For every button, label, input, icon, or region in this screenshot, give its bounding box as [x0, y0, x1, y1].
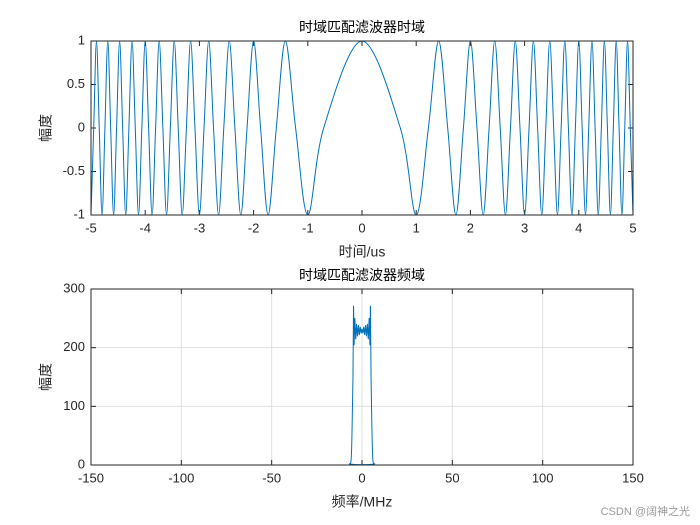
y-axis-label: 幅度: [38, 114, 54, 142]
x-axis-label: 时间/us: [339, 244, 386, 260]
x-tick-label: 2: [467, 220, 474, 235]
y-tick-label: 200: [63, 339, 85, 354]
x-tick-label: -3: [194, 220, 206, 235]
x-tick-label: -2: [248, 220, 260, 235]
x-tick-label: -4: [139, 220, 151, 235]
plot-area: [91, 41, 633, 215]
y-tick-label: -1: [73, 206, 85, 221]
x-tick-label: -50: [262, 470, 281, 485]
y-tick-label: 300: [63, 280, 85, 295]
x-tick-label: -1: [302, 220, 314, 235]
x-tick-label: -150: [78, 470, 104, 485]
y-tick-label: 100: [63, 398, 85, 413]
watermark: CSDN @阔神之光: [601, 504, 690, 518]
y-tick-label: 1: [78, 32, 85, 47]
axes-box: [90, 40, 634, 216]
y-tick-label: 0: [78, 119, 85, 134]
x-tick-label: 1: [413, 220, 420, 235]
x-tick-label: 4: [575, 220, 582, 235]
x-tick-label: 100: [532, 470, 554, 485]
x-tick-label: 150: [622, 470, 644, 485]
x-tick-label: 0: [358, 470, 365, 485]
data-line: [91, 41, 633, 215]
x-tick-label: 3: [521, 220, 528, 235]
x-tick-label: -100: [168, 470, 194, 485]
y-tick-label: 0: [78, 456, 85, 471]
x-tick-label: -5: [85, 220, 97, 235]
chart-title: 时域匹配滤波器频域: [299, 268, 425, 284]
axes-box: [90, 288, 634, 466]
y-axis-label: 幅度: [38, 363, 54, 391]
x-tick-label: 5: [629, 220, 636, 235]
x-tick-label: 0: [358, 220, 365, 235]
y-tick-label: 0.5: [67, 76, 85, 91]
y-tick-label: -0.5: [63, 163, 85, 178]
x-axis-label: 频率/MHz: [332, 494, 393, 510]
chart-title: 时域匹配滤波器时域: [299, 20, 425, 36]
x-tick-label: 50: [445, 470, 459, 485]
data-line: [91, 306, 633, 465]
